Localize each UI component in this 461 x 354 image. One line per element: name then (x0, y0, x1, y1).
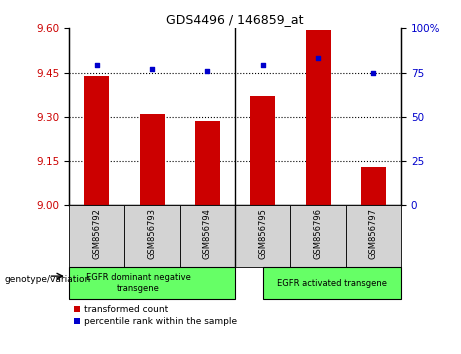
Bar (84, 75, 109, 205)
Text: GSM856792: GSM856792 (92, 209, 101, 259)
Point (148, 66, 156, 72)
FancyBboxPatch shape (124, 205, 180, 267)
FancyBboxPatch shape (69, 267, 235, 299)
Bar (140, 114, 165, 205)
Text: EGFR dominant negative
transgene: EGFR dominant negative transgene (86, 274, 191, 293)
Text: GSM856796: GSM856796 (313, 209, 323, 259)
FancyBboxPatch shape (69, 205, 124, 267)
Text: GSM856797: GSM856797 (369, 209, 378, 259)
Point (314, 56, 322, 61)
FancyBboxPatch shape (346, 205, 401, 267)
Bar (361, 167, 386, 205)
FancyBboxPatch shape (263, 267, 401, 299)
Point (93, 63, 100, 68)
FancyBboxPatch shape (290, 205, 346, 267)
Text: GSM856794: GSM856794 (203, 209, 212, 259)
FancyBboxPatch shape (235, 205, 290, 267)
Bar (195, 121, 220, 205)
Legend: transformed count, percentile rank within the sample: transformed count, percentile rank withi… (74, 306, 236, 326)
Text: GSM856795: GSM856795 (258, 209, 267, 259)
FancyBboxPatch shape (180, 205, 235, 267)
Text: EGFR activated transgene: EGFR activated transgene (277, 279, 387, 288)
Point (204, 68, 211, 74)
Bar (306, 30, 331, 205)
Text: genotype/variation: genotype/variation (5, 275, 91, 284)
Point (259, 63, 266, 68)
Point (370, 70, 377, 75)
Title: GDS4496 / 146859_at: GDS4496 / 146859_at (166, 13, 304, 26)
Text: GSM856793: GSM856793 (148, 209, 157, 259)
Bar (250, 96, 275, 205)
